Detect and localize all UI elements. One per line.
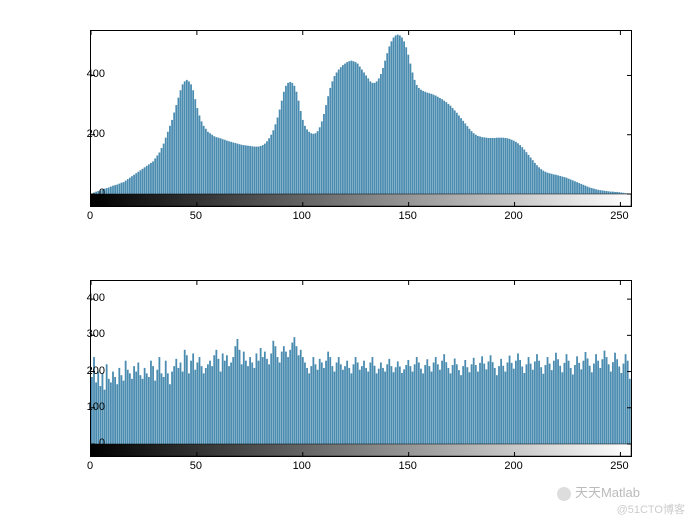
x-tick-label: 50: [181, 210, 211, 222]
y-tick-label: 0: [75, 437, 105, 449]
x-tick-label: 100: [287, 210, 317, 222]
histogram-top: [91, 31, 631, 206]
x-tick-label: 150: [393, 460, 423, 472]
x-tick-label: 100: [287, 460, 317, 472]
y-tick-label: 400: [75, 292, 105, 304]
x-tick-label: 200: [499, 210, 529, 222]
x-tick-label: 0: [75, 210, 105, 222]
y-tick-label: 200: [75, 365, 105, 377]
subplot-top: 0 200 400 0 50 100 150 200 250: [50, 20, 650, 240]
wechat-icon: [557, 487, 571, 501]
histogram-bottom: [91, 281, 631, 456]
x-tick-label: 250: [604, 460, 634, 472]
watermark-brand: 天天Matlab: [557, 482, 640, 501]
x-tick-label: 250: [604, 210, 634, 222]
plot-area-top: [90, 30, 632, 207]
y-tick-label: 300: [75, 328, 105, 340]
x-tick-label: 200: [499, 460, 529, 472]
figure: 0 200 400 0 50 100 150 200 250 0 100 200 300 400 0 50 1…: [50, 20, 650, 500]
x-tick-label: 0: [75, 460, 105, 472]
watermark-credit: @51CTO博客: [617, 501, 685, 517]
x-tick-label: 150: [393, 210, 423, 222]
plot-area-bottom: [90, 280, 632, 457]
y-tick-label: 200: [75, 128, 105, 140]
y-tick-label: 0: [75, 187, 105, 199]
subplot-bottom: 0 100 200 300 400 0 50 100 150 200 250: [50, 270, 650, 490]
x-tick-label: 50: [181, 460, 211, 472]
y-tick-label: 400: [75, 68, 105, 80]
y-tick-label: 100: [75, 401, 105, 413]
